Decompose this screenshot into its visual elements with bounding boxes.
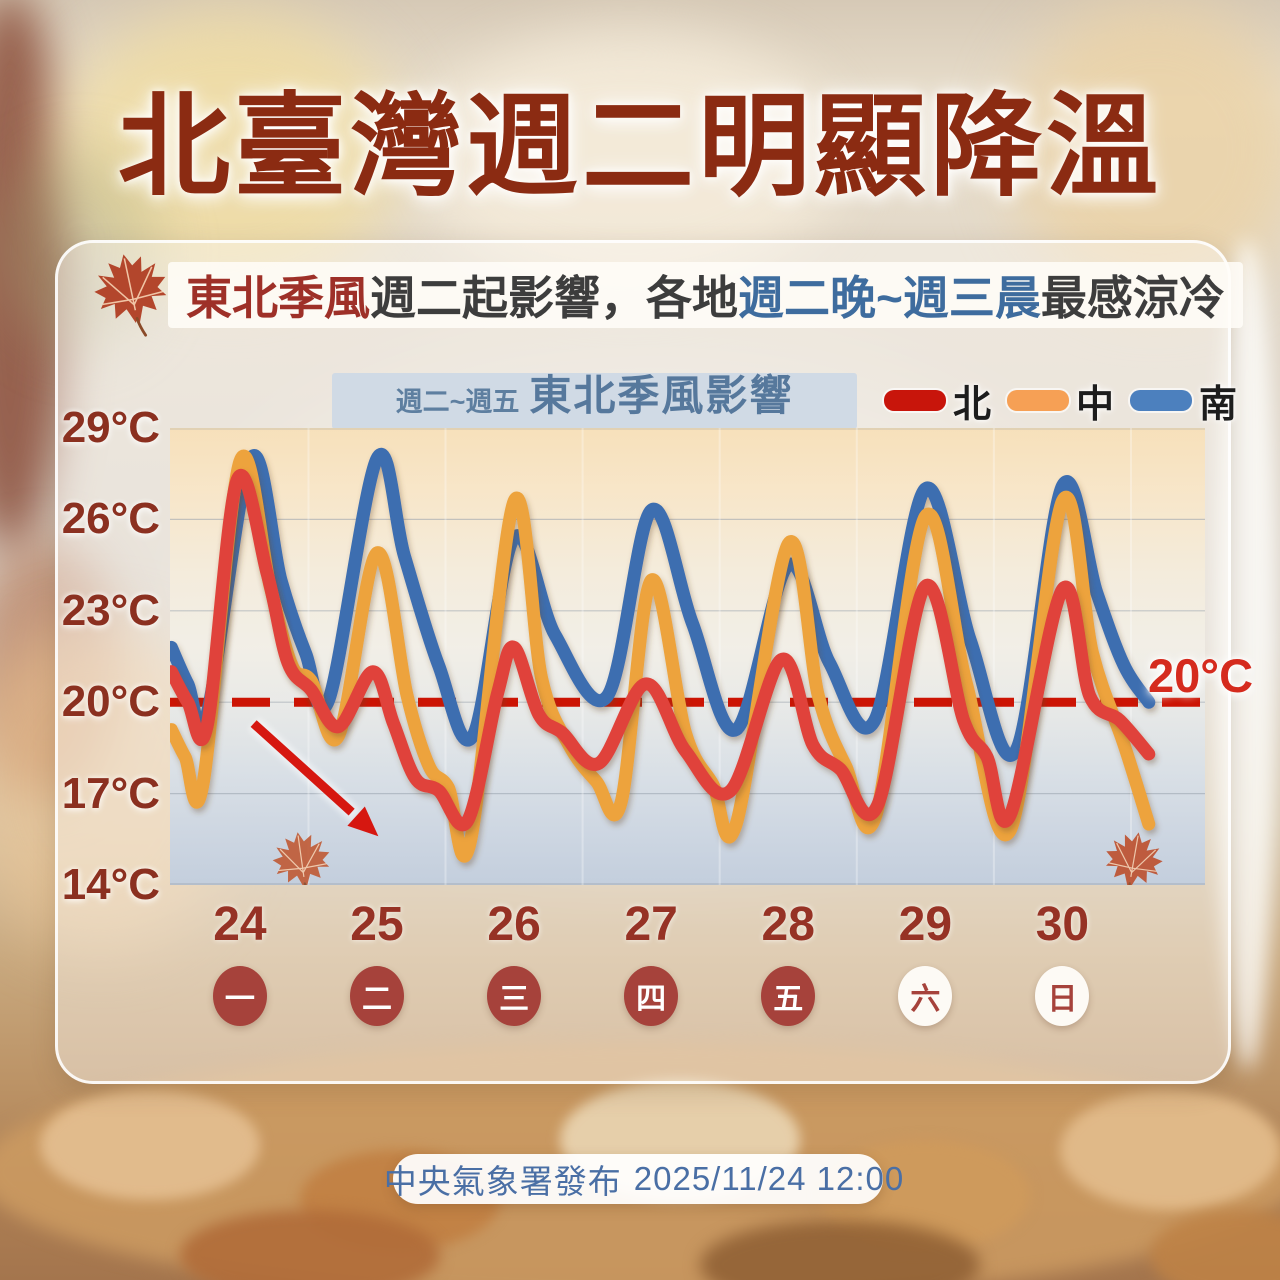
cooling-arrow xyxy=(250,720,355,816)
series-line-south xyxy=(170,448,1156,762)
legend-swatch xyxy=(884,389,946,411)
bokeh-blob xyxy=(60,10,400,290)
weekday-badge: 六 xyxy=(898,966,953,1026)
x-axis-date: 28 xyxy=(761,898,815,951)
legend-swatch xyxy=(1130,389,1193,411)
gridlines xyxy=(170,428,1205,885)
subtitle-segment: 最感涼冷 xyxy=(1040,272,1225,324)
weekday-badge: 一 xyxy=(212,966,267,1026)
chart-legend: 北中南 xyxy=(884,378,1237,426)
subtitle-segment: 週二晚~週三晨 xyxy=(738,272,1041,324)
y-tick-label: 26°C xyxy=(61,494,160,544)
subtitle-segment: 週二起影響， xyxy=(370,272,646,324)
x-axis-date: 30 xyxy=(1035,898,1090,951)
chart-title: 東北季風影響 xyxy=(529,372,794,419)
footer-credit: 中央氣象署發布 2025/11/24 12:00 xyxy=(384,1154,903,1204)
subtitle: 東北季風 週二起影響， 各地 週二晚~週三晨 最感涼冷 xyxy=(168,262,1243,328)
threshold-label: 20°C xyxy=(1148,649,1254,702)
weekday-badge: 五 xyxy=(761,966,816,1026)
bokeh-blob xyxy=(420,30,840,290)
legend-label: 南 xyxy=(1199,383,1238,426)
subtitle-segment: 各地 xyxy=(646,272,738,324)
bokeh-blob xyxy=(1216,240,1278,1070)
weekday-badge: 三 xyxy=(487,966,542,1026)
x-axis-date: 29 xyxy=(898,898,953,951)
legend-item-北: 北 xyxy=(884,373,991,428)
bokeh-blob xyxy=(180,1210,440,1280)
y-tick-label: 29°C xyxy=(61,403,160,452)
chart-period-label: 週二~週五 xyxy=(395,387,520,417)
x-axis-date: 25 xyxy=(350,898,404,951)
subtitle-segment: 東北季風 xyxy=(186,272,370,324)
y-tick-label: 20°C xyxy=(61,677,160,727)
maple-leaf-icon xyxy=(88,248,174,340)
series-line-north xyxy=(170,469,1156,832)
annotations xyxy=(248,717,1168,885)
bokeh-blob xyxy=(1010,0,1280,300)
footer-agency: 中央氣象署發布 xyxy=(383,1163,622,1200)
x-axis-date: 26 xyxy=(487,898,541,951)
cooling-arrow-head xyxy=(347,806,379,837)
temperature-chart xyxy=(170,428,1205,885)
legend-item-南: 南 xyxy=(1130,373,1237,428)
legend-label: 中 xyxy=(1076,383,1115,426)
footer-datetime: 2025/11/24 12:00 xyxy=(633,1160,905,1197)
weekday-badge: 日 xyxy=(1035,966,1090,1026)
chart-header: 週二~週五 東北季風影響 xyxy=(332,372,857,429)
bokeh-blob xyxy=(1060,1090,1280,1210)
page-title: 北臺灣週二明顯降溫 xyxy=(118,84,1162,209)
y-tick-label: 17°C xyxy=(61,768,160,818)
legend-label: 北 xyxy=(953,383,992,426)
legend-item-中: 中 xyxy=(1007,373,1114,428)
weekday-badge: 四 xyxy=(624,966,679,1026)
series-lines xyxy=(170,448,1156,863)
y-tick-label: 23°C xyxy=(61,585,160,635)
legend-swatch xyxy=(1007,389,1070,411)
weekday-badge: 二 xyxy=(350,966,404,1026)
y-tick-label: 14°C xyxy=(61,860,160,909)
x-axis-date: 24 xyxy=(213,898,267,951)
x-axis-date: 27 xyxy=(624,898,678,951)
bokeh-blob xyxy=(40,1090,260,1200)
